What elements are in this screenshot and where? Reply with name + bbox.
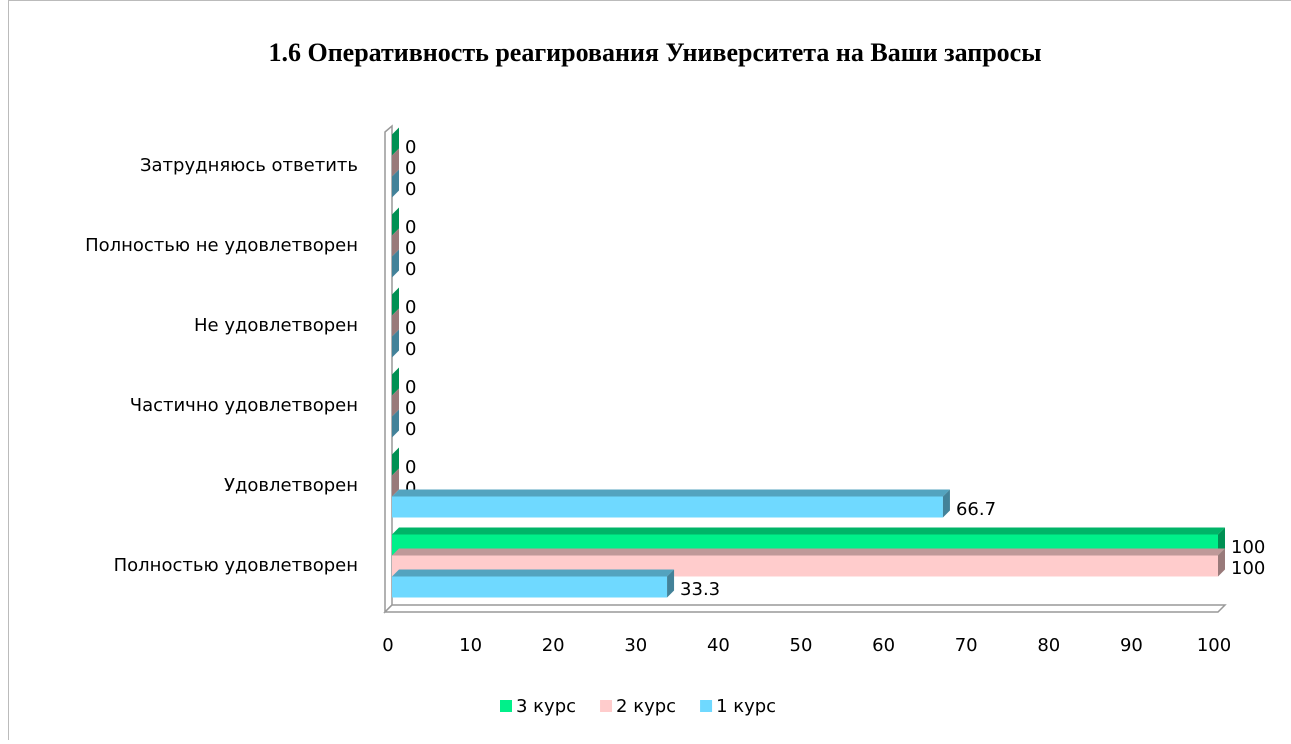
legend-label: 1 курс [716, 696, 776, 717]
data-label: 100 [1231, 537, 1265, 558]
x-tick-label: 90 [1120, 635, 1143, 656]
data-label: 0 [405, 158, 416, 179]
bar-top [392, 549, 1225, 556]
x-tick-label: 60 [872, 635, 895, 656]
data-label: 33.3 [680, 579, 720, 600]
data-label: 0 [405, 419, 416, 440]
data-label: 0 [405, 318, 416, 339]
axis-floor [385, 605, 1225, 612]
bar [392, 497, 943, 518]
y-tick-label: Затрудняюсь ответить [140, 155, 358, 176]
legend-label: 2 курс [616, 696, 676, 717]
data-label: 0 [405, 398, 416, 419]
legend-swatch [500, 700, 512, 712]
x-tick-label: 50 [790, 635, 813, 656]
y-tick-label: Полностью удовлетворен [114, 555, 358, 576]
data-label: 0 [405, 238, 416, 259]
data-label: 0 [405, 217, 416, 238]
data-label: 0 [405, 137, 416, 158]
chart-border [9, 1, 1291, 741]
data-label: 0 [405, 377, 416, 398]
x-tick-label: 100 [1197, 635, 1231, 656]
data-label: 0 [405, 457, 416, 478]
bar-top [392, 490, 950, 497]
legend-swatch [700, 700, 712, 712]
x-tick-label: 70 [955, 635, 978, 656]
y-tick-label: Полностью не удовлетворен [85, 235, 358, 256]
data-label: 0 [405, 259, 416, 280]
y-tick-label: Не удовлетворен [194, 315, 358, 336]
axis-wall [385, 126, 392, 612]
chart-title: 1.6 Оперативность реагирования Университ… [268, 38, 1041, 67]
legend-label: 3 курс [516, 696, 576, 717]
bar-top [392, 570, 674, 577]
data-label: 0 [405, 339, 416, 360]
x-tick-label: 30 [624, 635, 647, 656]
data-label: 100 [1231, 558, 1265, 579]
data-label: 0 [405, 179, 416, 200]
x-tick-label: 0 [382, 635, 393, 656]
y-tick-label: Удовлетворен [224, 475, 358, 496]
data-label: 66.7 [956, 499, 996, 520]
x-tick-label: 10 [459, 635, 482, 656]
x-tick-label: 80 [1037, 635, 1060, 656]
x-tick-label: 20 [542, 635, 565, 656]
bar-top [392, 528, 1225, 535]
x-tick-label: 40 [707, 635, 730, 656]
data-label: 0 [405, 297, 416, 318]
legend-swatch [600, 700, 612, 712]
y-tick-label: Частично удовлетворен [130, 395, 358, 416]
bar [392, 577, 667, 598]
